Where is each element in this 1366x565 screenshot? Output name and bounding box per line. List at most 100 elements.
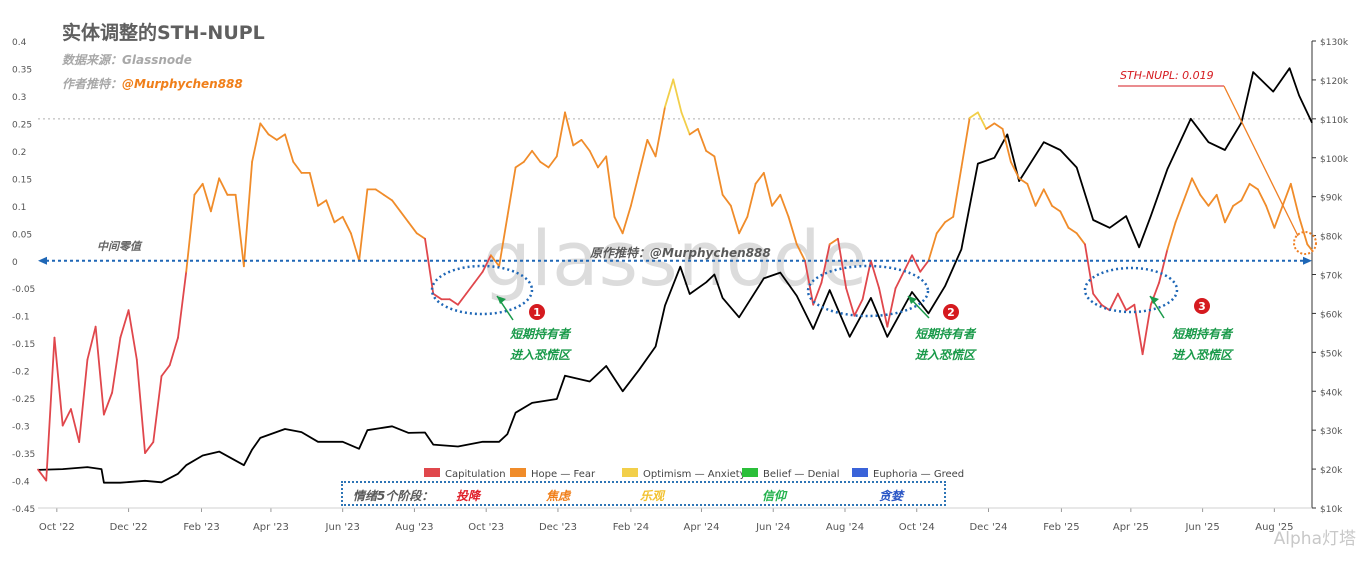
sth-nupl-segment — [382, 193, 393, 202]
author-label: 作者推特： — [62, 77, 123, 91]
stages-box: 情绪5个阶段： 投降 焦虑 乐观 信仰 贪婪 — [341, 481, 946, 506]
sth-nupl-segment — [341, 215, 352, 235]
fear-zone-label-2: 进入恐慌区 — [1172, 348, 1234, 362]
current-value-circle — [1293, 231, 1317, 255]
zone-number-badge — [1194, 298, 1210, 314]
sth-nupl-segment — [407, 221, 418, 235]
fear-zone-arrowhead — [908, 296, 917, 304]
sth-nupl-segment — [1240, 182, 1251, 202]
sth-nupl-segment — [119, 309, 130, 339]
sth-nupl-segment — [1117, 292, 1128, 312]
sth-nupl-segment — [333, 215, 344, 224]
fear-zone-ellipse — [430, 264, 534, 316]
sth-nupl-segment — [638, 138, 649, 174]
y-left-tick: 0.3 — [12, 93, 26, 103]
sth-nupl-segment — [539, 160, 550, 169]
sth-nupl-segment — [621, 204, 632, 235]
sth-nupl-segment — [746, 182, 757, 218]
sth-nupl-segment — [1289, 182, 1300, 218]
sth-nupl-segment — [127, 309, 138, 361]
x-tick: Feb '23 — [183, 522, 219, 533]
sth-nupl-segment — [919, 259, 930, 273]
sth-nupl-segment — [960, 117, 971, 169]
sth-nupl-segment — [1158, 248, 1169, 284]
stage-fear: 焦虑 — [546, 489, 571, 503]
stage-belief: 信仰 — [762, 489, 787, 503]
sth-nupl-segment — [605, 155, 616, 218]
sth-nupl-segment — [713, 155, 724, 196]
sth-nupl-segment — [927, 232, 938, 262]
zero-line-arrow-right — [1303, 256, 1312, 265]
y-left-tick: 0.05 — [12, 230, 32, 240]
sth-nupl-segment — [86, 325, 97, 361]
sth-nupl-segment — [251, 122, 262, 163]
sth-nupl-segment — [894, 270, 905, 290]
sth-nupl-segment — [968, 111, 979, 119]
y-right-tick: $10k — [1320, 505, 1343, 515]
sth-nupl-segment — [45, 336, 56, 482]
sth-nupl-segment — [977, 111, 988, 130]
legend: Capitulation Hope — Fear Optimism — Anxiet… — [424, 468, 964, 480]
sth-nupl-segment — [697, 128, 708, 152]
sth-nupl-segment — [514, 160, 525, 169]
sth-nupl-segment — [680, 111, 691, 136]
legend-swatch — [510, 468, 526, 477]
sth-nupl-segment — [771, 193, 782, 207]
legend-label: Euphoria — Greed — [873, 469, 964, 480]
sth-nupl-segment — [1141, 303, 1152, 356]
x-tick: Aug '25 — [1255, 522, 1293, 533]
y-right-tick: $70k — [1320, 272, 1343, 282]
fear-zone-label-2: 进入恐慌区 — [510, 348, 572, 362]
sth-nupl-segment — [1306, 243, 1313, 252]
sth-nupl-segment — [135, 358, 146, 454]
zone-number-badge — [943, 304, 959, 320]
sth-nupl-segment — [1273, 204, 1284, 229]
sth-nupl-segment — [705, 149, 716, 158]
sth-nupl-segment — [94, 325, 105, 416]
sth-nupl-segment — [721, 193, 732, 207]
sth-nupl-segment — [1108, 292, 1119, 312]
sth-nupl-segment — [111, 336, 122, 394]
sth-nupl-segment — [1248, 182, 1259, 191]
stage-optimism: 乐观 — [640, 489, 665, 503]
repost-watermark: 原作推特：@Murphychen888 — [589, 246, 771, 260]
x-tick: Dec '22 — [110, 522, 148, 533]
x-tick: Apr '23 — [253, 522, 289, 533]
sth-nupl-segment — [886, 287, 897, 328]
sth-nupl-segment — [292, 160, 303, 174]
sth-nupl-segment — [1026, 182, 1037, 207]
y-left-tick: 0.2 — [12, 148, 26, 158]
sth-nupl-segment — [564, 111, 575, 147]
x-tick: Apr '25 — [1113, 522, 1149, 533]
sth-nupl-segment — [144, 441, 155, 454]
zone-number: 1 — [533, 306, 541, 319]
sth-nupl-segment — [828, 237, 839, 246]
sth-nupl-segment — [152, 375, 163, 443]
sth-nupl-segment — [374, 188, 385, 196]
sth-nupl-segment — [473, 270, 484, 284]
y-left-tick: -0.1 — [12, 313, 30, 323]
sth-nupl-segment — [952, 166, 963, 218]
y-right-tick: $120k — [1320, 77, 1349, 87]
sth-nupl-segment — [654, 106, 666, 158]
sth-nupl-segment — [597, 155, 608, 169]
sth-nupl-segment — [629, 171, 641, 207]
x-tick: Jun '25 — [1184, 522, 1219, 533]
sth-nupl-segment — [688, 128, 699, 136]
btc-price-line — [37, 67, 1313, 484]
sth-nupl-segment — [325, 199, 336, 224]
sth-nupl-segment — [1224, 204, 1235, 224]
sth-nupl-segment — [308, 171, 319, 207]
sth-nupl-segment — [664, 78, 675, 108]
sth-nupl-segment — [218, 177, 229, 196]
sth-nupl-segment — [580, 138, 591, 152]
source-value: Glassnode — [122, 53, 192, 67]
sth-nupl-segment — [547, 155, 558, 169]
legend-swatch — [852, 468, 868, 477]
legend-swatch — [622, 468, 638, 477]
sth-nupl-segment — [177, 270, 188, 339]
zero-line-label: 中间零值 — [97, 240, 143, 253]
sth-nupl-segment — [531, 149, 542, 163]
